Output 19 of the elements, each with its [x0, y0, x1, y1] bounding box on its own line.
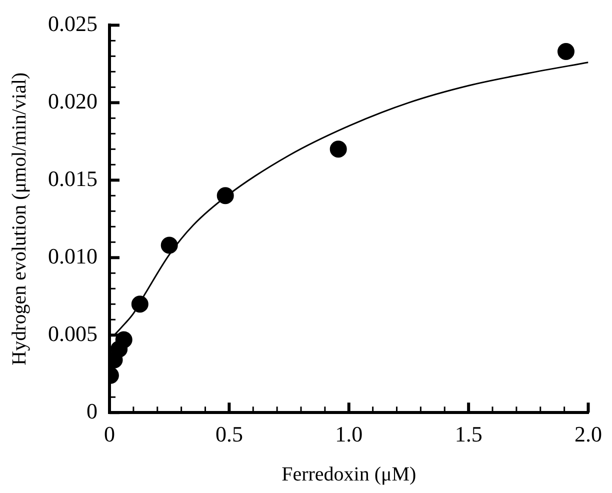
y-tick-label: 0.005 — [48, 320, 98, 346]
point — [216, 187, 234, 204]
point — [131, 296, 148, 313]
x-tick-label: 2.0 — [574, 422, 602, 447]
y-tick-label: 0.020 — [48, 88, 98, 114]
point — [557, 43, 574, 60]
y-tick-label: 0.015 — [48, 166, 98, 191]
x-tick-label: 0 — [104, 422, 115, 447]
x-tick-label: 1.5 — [454, 422, 482, 447]
y-tick-label: 0 — [86, 398, 98, 424]
y-axis-title: Hydrogen evolution (μmol/min/vial) — [8, 72, 30, 366]
y-tick-label: 0.010 — [48, 243, 98, 268]
point — [330, 140, 347, 158]
point — [115, 331, 132, 348]
point — [160, 236, 178, 254]
x-tick-label: 0.5 — [215, 422, 243, 447]
x-tick-label: 1.0 — [335, 422, 363, 447]
y-tick-label: 0.025 — [48, 10, 98, 36]
x-axis-title: Ferredoxin (μM) — [282, 463, 416, 486]
